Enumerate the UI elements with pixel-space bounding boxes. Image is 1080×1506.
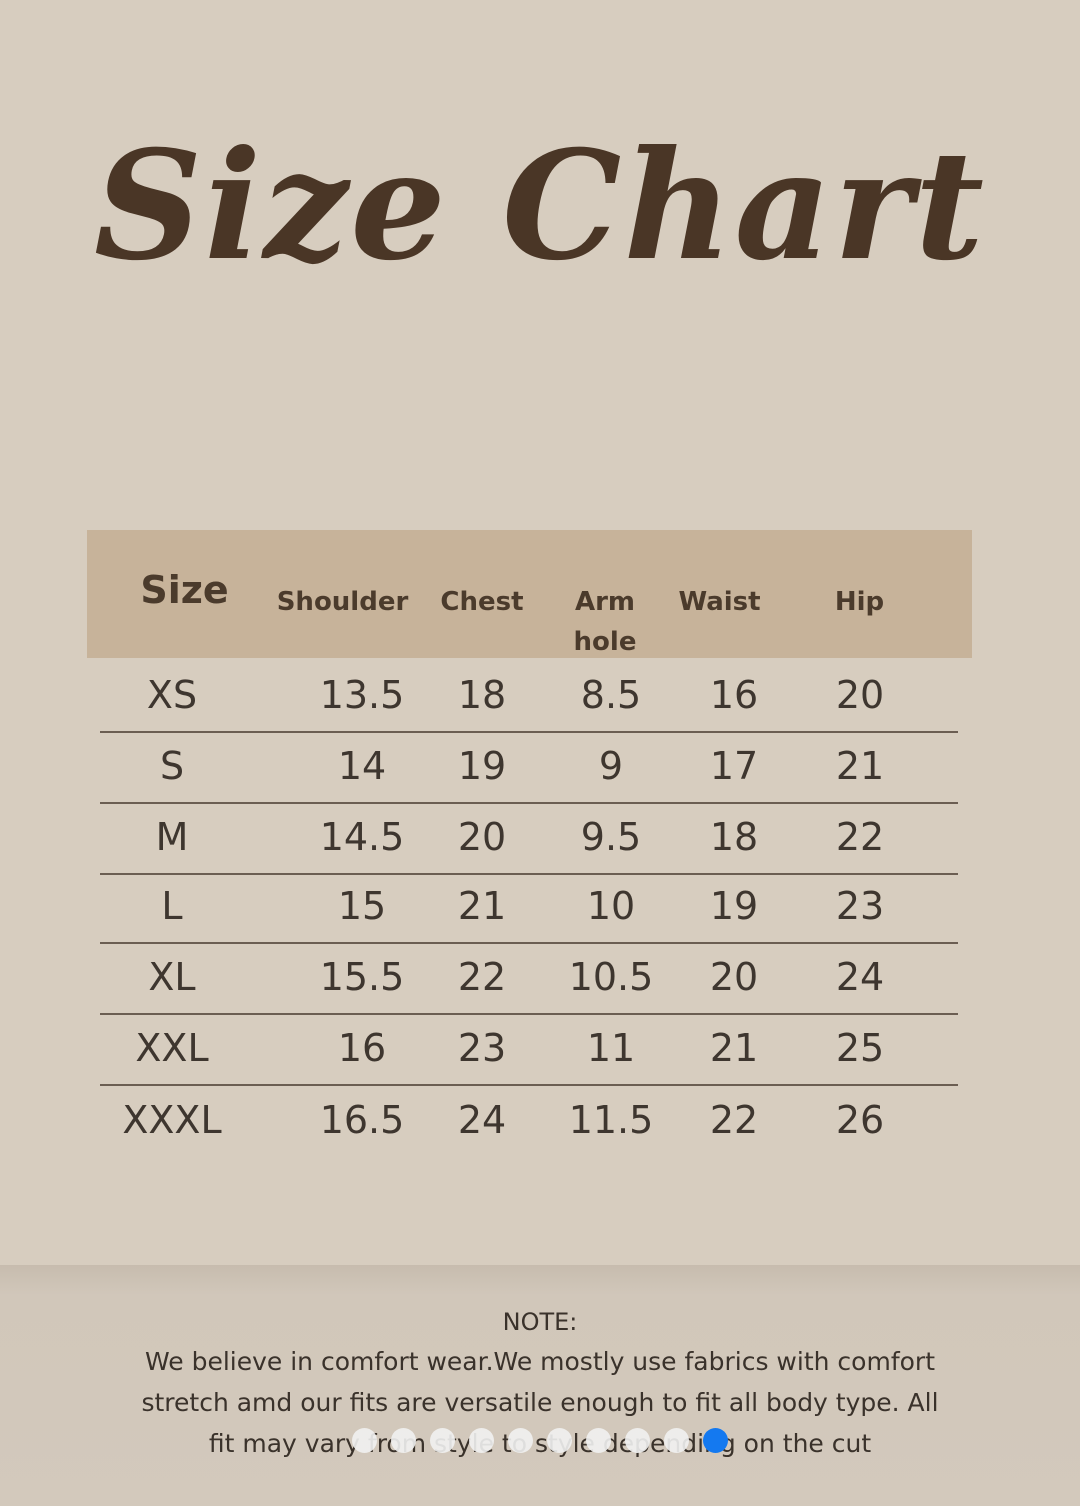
table-cell-waist: 20 bbox=[709, 955, 759, 999]
carousel-dot[interactable] bbox=[547, 1428, 572, 1453]
table-cell-hip: 22 bbox=[835, 815, 885, 859]
carousel-indicator bbox=[352, 1428, 728, 1453]
table-cell-size: S bbox=[159, 744, 185, 788]
carousel-dot[interactable] bbox=[391, 1428, 416, 1453]
table-cell-hip: 20 bbox=[835, 673, 885, 717]
carousel-dot[interactable] bbox=[430, 1428, 455, 1453]
table-header: Size Shoulder Chest Arm hole Waist Hip bbox=[87, 530, 972, 658]
table-cell-hip: 24 bbox=[835, 955, 885, 999]
table-cell-arm-hole: 9.5 bbox=[580, 815, 642, 859]
table-cell-size: XXL bbox=[135, 1026, 209, 1070]
table-cell-chest: 19 bbox=[457, 744, 507, 788]
table-row: XXXL 16.5 24 11.5 22 26 bbox=[100, 1085, 958, 1156]
table-cell-arm-hole: 9 bbox=[598, 744, 624, 788]
table-row: M 14.5 20 9.5 18 22 bbox=[100, 802, 958, 875]
carousel-dot[interactable] bbox=[625, 1428, 650, 1453]
carousel-dot[interactable] bbox=[508, 1428, 533, 1453]
table-cell-chest: 22 bbox=[457, 955, 507, 999]
note-line: stretch amd our fits are versatile enoug… bbox=[141, 1388, 939, 1417]
note-line: We believe in comfort wear.We mostly use… bbox=[145, 1347, 935, 1376]
note-panel bbox=[0, 1265, 1080, 1506]
table-cell-arm-hole: 11 bbox=[586, 1026, 636, 1070]
table-cell-size: M bbox=[155, 815, 189, 859]
table-cell-shoulder: 15 bbox=[337, 884, 387, 928]
table-cell-arm-hole: 10 bbox=[586, 884, 636, 928]
table-cell-waist: 17 bbox=[709, 744, 759, 788]
table-cell-size: XXXL bbox=[122, 1098, 222, 1142]
table-row: L 15 21 10 19 23 bbox=[100, 871, 958, 944]
table-cell-shoulder: 15.5 bbox=[319, 955, 405, 999]
table-cell-chest: 23 bbox=[457, 1026, 507, 1070]
carousel-dot[interactable] bbox=[469, 1428, 494, 1453]
table-cell-waist: 21 bbox=[709, 1026, 759, 1070]
table-cell-chest: 24 bbox=[457, 1098, 507, 1142]
table-cell-hip: 21 bbox=[835, 744, 885, 788]
note-line: fit may vary from style to style dependi… bbox=[208, 1429, 872, 1458]
table-cell-waist: 19 bbox=[709, 884, 759, 928]
table-cell-hip: 26 bbox=[835, 1098, 885, 1142]
table-cell-shoulder: 16.5 bbox=[319, 1098, 405, 1142]
table-row: XS 13.5 18 8.5 16 20 bbox=[100, 660, 958, 733]
table-cell-chest: 20 bbox=[457, 815, 507, 859]
table-row: XXL 16 23 11 21 25 bbox=[100, 1013, 958, 1086]
table-cell-shoulder: 14 bbox=[337, 744, 387, 788]
header-chest: Chest bbox=[440, 587, 524, 617]
carousel-dot[interactable] bbox=[586, 1428, 611, 1453]
carousel-dot[interactable] bbox=[664, 1428, 689, 1453]
table-cell-hip: 25 bbox=[835, 1026, 885, 1070]
table-cell-arm-hole: 11.5 bbox=[568, 1098, 654, 1142]
table-cell-shoulder: 14.5 bbox=[319, 815, 405, 859]
table-row: S 14 19 9 17 21 bbox=[100, 731, 958, 804]
table-cell-waist: 18 bbox=[709, 815, 759, 859]
carousel-dot[interactable] bbox=[703, 1428, 728, 1453]
header-armhole: Arm hole bbox=[573, 587, 637, 657]
table-cell-waist: 22 bbox=[709, 1098, 759, 1142]
page-title: Size Chart bbox=[93, 118, 987, 294]
table-cell-chest: 21 bbox=[457, 884, 507, 928]
table-cell-size: XL bbox=[148, 955, 196, 999]
carousel-dot[interactable] bbox=[352, 1428, 377, 1453]
header-size: Size bbox=[140, 568, 229, 612]
table-cell-hip: 23 bbox=[835, 884, 885, 928]
table-cell-size: XS bbox=[146, 673, 198, 717]
table-cell-size: L bbox=[161, 884, 183, 928]
note-title: NOTE: bbox=[502, 1308, 578, 1336]
table-cell-shoulder: 13.5 bbox=[319, 673, 405, 717]
table-cell-shoulder: 16 bbox=[337, 1026, 387, 1070]
header-hip: Hip bbox=[834, 587, 885, 617]
table-cell-arm-hole: 10.5 bbox=[568, 955, 654, 999]
header-waist: Waist bbox=[678, 587, 761, 617]
table-cell-arm-hole: 8.5 bbox=[580, 673, 642, 717]
header-shoulder: Shoulder bbox=[276, 587, 409, 617]
table-cell-chest: 18 bbox=[457, 673, 507, 717]
table-row: XL 15.5 22 10.5 20 24 bbox=[100, 942, 958, 1015]
table-cell-waist: 16 bbox=[709, 673, 759, 717]
